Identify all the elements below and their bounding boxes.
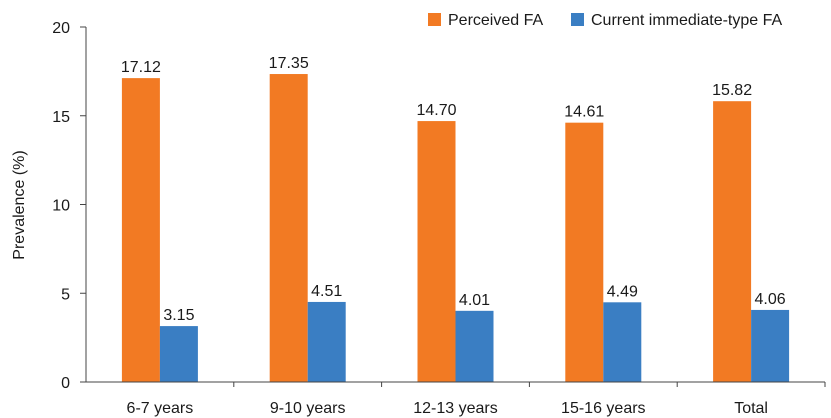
y-tick-label: 0: [61, 375, 70, 392]
bar-perceived-fa: [713, 101, 752, 382]
bar-current-immediate-type-fa: [307, 301, 346, 382]
data-label: 17.12: [121, 59, 161, 76]
y-tick-label: 20: [52, 20, 70, 37]
x-axis-ticks: 6-7 years 9-10 years 12-13 years 15-16 year…: [127, 382, 826, 417]
bar-perceived-fa: [121, 78, 160, 383]
bar-perceived-fa: [417, 121, 456, 382]
data-labels: 17.12 3.15 17.35 4.51 14.70 4.01 14.61 4.49 15.8…: [121, 55, 786, 324]
y-tick-label: 15: [52, 109, 70, 126]
legend-swatch-current-immediate-type-fa: [571, 13, 584, 26]
bars: [121, 74, 790, 383]
data-label: 17.35: [269, 55, 309, 72]
y-tick-label: 10: [52, 198, 70, 215]
bar-perceived-fa: [269, 74, 308, 382]
data-label: 14.61: [564, 104, 604, 121]
data-label: 4.01: [459, 292, 490, 309]
data-label: 4.49: [607, 283, 638, 300]
data-label: 3.15: [163, 307, 194, 324]
bar-current-immediate-type-fa: [159, 326, 198, 382]
data-label: 4.51: [311, 283, 342, 300]
bar-current-immediate-type-fa: [455, 310, 494, 382]
y-axis-title: Prevalence (%): [11, 150, 28, 259]
data-label: 15.82: [712, 82, 752, 99]
y-tick-label: 5: [61, 286, 70, 303]
bar-perceived-fa: [565, 122, 604, 383]
data-label: 4.06: [755, 291, 786, 308]
y-axis-ticks: 0 5 10 15 20: [52, 20, 86, 392]
bar-current-immediate-type-fa: [751, 309, 790, 382]
bar-current-immediate-type-fa: [603, 302, 642, 382]
legend-swatch-perceived-fa: [428, 13, 441, 26]
x-tick-label: 6-7 years: [127, 400, 194, 417]
x-tick-label: 15-16 years: [561, 400, 646, 417]
x-tick-label: 12-13 years: [413, 400, 498, 417]
legend-label-perceived-fa: Perceived FA: [448, 12, 543, 29]
x-tick-label: 9-10 years: [270, 400, 346, 417]
x-tick-label: Total: [734, 400, 768, 417]
legend: Perceived FA Current immediate-type FA: [428, 12, 783, 29]
legend-label-current-immediate-type-fa: Current immediate-type FA: [591, 12, 783, 29]
data-label: 14.70: [416, 102, 456, 119]
